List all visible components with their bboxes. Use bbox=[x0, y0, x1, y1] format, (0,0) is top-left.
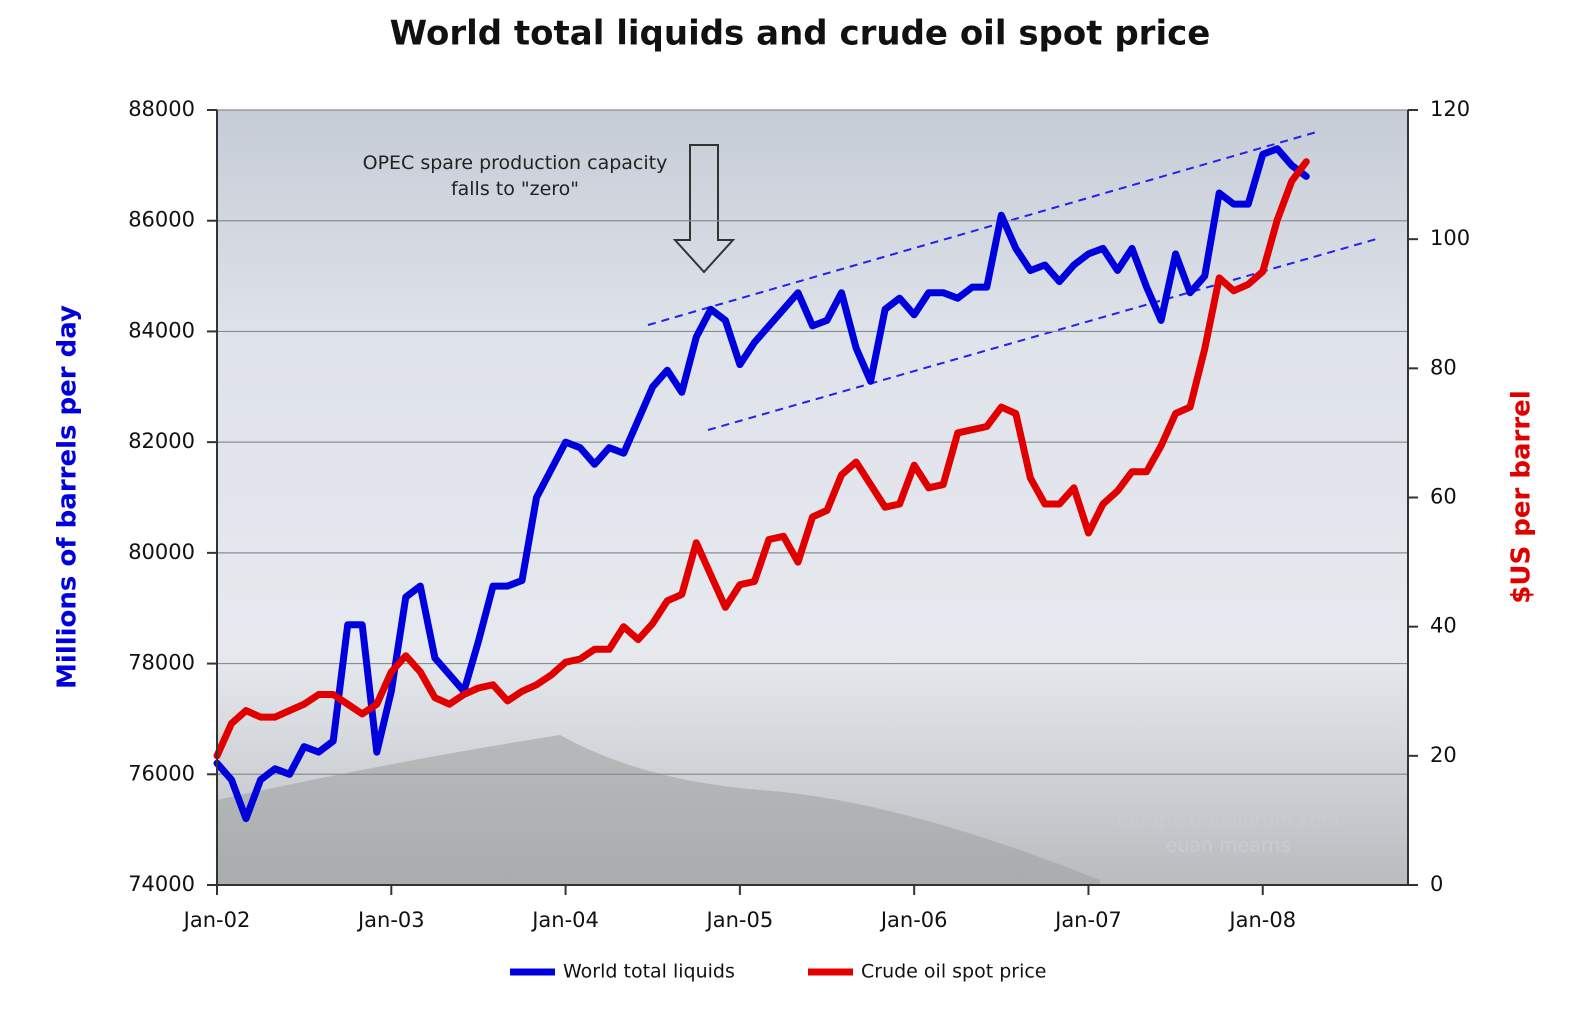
y2-tick-label: 120 bbox=[1430, 97, 1470, 121]
page: {"chart_data": { "type": "line", "title"… bbox=[0, 0, 1592, 1010]
y2-tick-label: 100 bbox=[1430, 226, 1470, 250]
annotation: OPEC spare production capacity falls to … bbox=[350, 150, 680, 202]
y-axis-label: Millions of barrels per day bbox=[53, 305, 83, 689]
x-tick-label: Jan-04 bbox=[530, 908, 599, 932]
y2-tick-label: 40 bbox=[1430, 614, 1457, 638]
x-tick-label: Jan-02 bbox=[182, 908, 251, 932]
y2-tick-label: 0 bbox=[1430, 872, 1443, 896]
annotation-box: OPEC spare production capacity falls to … bbox=[350, 150, 680, 210]
watermark: europe.theoildrum.com bbox=[1117, 810, 1340, 832]
y-tick-label: 82000 bbox=[128, 429, 195, 453]
y2-tick-label: 20 bbox=[1430, 743, 1457, 767]
x-tick-label: Jan-07 bbox=[1053, 908, 1122, 932]
chart-title: World total liquids and crude oil spot p… bbox=[390, 14, 1211, 54]
y-tick-label: 78000 bbox=[128, 651, 195, 675]
y-tick-label: 88000 bbox=[128, 97, 195, 121]
chart: World total liquids and crude oil spot p… bbox=[0, 0, 1592, 1010]
y-tick-label: 74000 bbox=[128, 872, 195, 896]
x-tick-label: Jan-05 bbox=[705, 908, 774, 932]
x-tick-label: Jan-08 bbox=[1227, 908, 1296, 932]
y2-axis-label: $US per barrel bbox=[1507, 390, 1537, 603]
legend-label: Crude oil spot price bbox=[861, 961, 1047, 983]
watermark: euan mearns bbox=[1166, 835, 1291, 857]
y-tick-label: 84000 bbox=[128, 318, 195, 342]
y-tick-label: 86000 bbox=[128, 208, 195, 232]
y-tick-label: 80000 bbox=[128, 540, 195, 564]
x-tick-label: Jan-06 bbox=[879, 908, 948, 932]
y2-tick-label: 80 bbox=[1430, 355, 1457, 379]
x-tick-label: Jan-03 bbox=[356, 908, 425, 932]
y-tick-label: 76000 bbox=[128, 761, 195, 785]
y2-tick-label: 60 bbox=[1430, 485, 1457, 509]
legend-label: World total liquids bbox=[563, 961, 735, 983]
